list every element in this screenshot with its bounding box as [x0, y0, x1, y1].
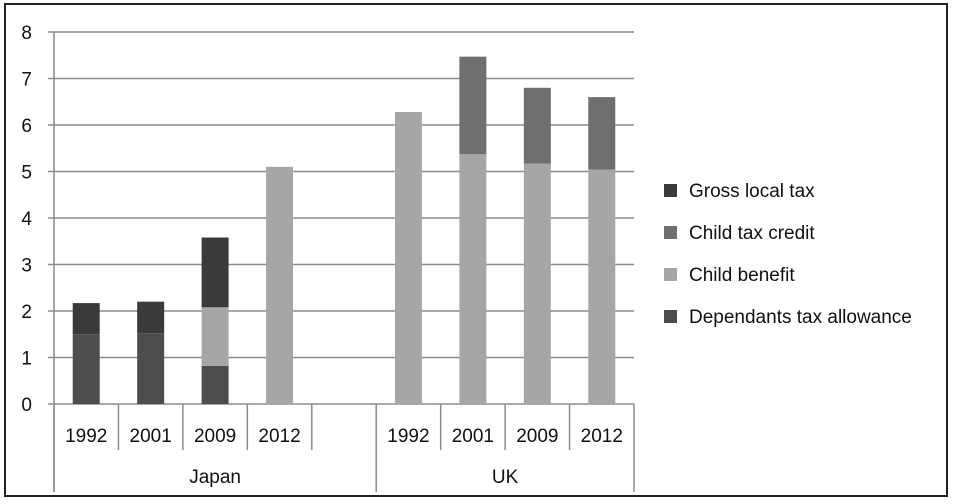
legend: Gross local tax Child tax credit Child ben…	[664, 181, 912, 328]
x-category-label: 2012	[581, 426, 623, 447]
legend-swatch	[664, 268, 677, 281]
legend-label: Child tax credit	[689, 223, 815, 244]
x-category-label: 1992	[65, 426, 107, 447]
y-tick-label: 3	[21, 256, 32, 277]
x-category-label: 2001	[452, 426, 494, 447]
legend-label: Child benefit	[689, 265, 795, 286]
x-category-label: 2009	[516, 426, 558, 447]
bar-segment-gross-local-tax	[201, 237, 229, 308]
x-category-label: 1992	[387, 426, 429, 447]
bar-segment-child-benefit	[588, 169, 616, 404]
legend-swatch	[664, 184, 677, 197]
y-tick-label: 4	[21, 209, 32, 230]
bar-segment-dependants-tax-allowance	[201, 365, 229, 404]
x-group-label: UK	[492, 467, 519, 488]
legend-swatch	[664, 226, 677, 239]
x-category-label: 2009	[194, 426, 236, 447]
bar-segment-child-tax-credit	[523, 87, 551, 164]
axes: 0 1 2 3 4 5 6 7 8 1992 2001 2009 2012 1992 2001 2009 201…	[21, 23, 635, 492]
bar-segment-child-benefit	[459, 154, 487, 404]
x-category-label: 2001	[130, 426, 172, 447]
bar-segment-gross-local-tax	[137, 301, 165, 334]
x-group-label: Japan	[189, 467, 241, 488]
bar-segment-child-benefit	[266, 166, 294, 404]
bar-segment-child-benefit	[394, 111, 422, 404]
y-tick-label: 2	[21, 302, 32, 323]
bar-segment-child-benefit	[523, 163, 551, 404]
bars	[72, 56, 616, 404]
y-tick-label: 6	[21, 116, 32, 137]
bar-segment-child-benefit	[201, 307, 229, 366]
legend-label: Dependants tax allowance	[689, 307, 912, 328]
y-tick-label: 5	[21, 163, 32, 184]
y-tick-label: 0	[21, 395, 32, 416]
bar-segment-child-tax-credit	[459, 56, 487, 155]
bar-segment-child-tax-credit	[588, 97, 616, 170]
y-tick-label: 8	[21, 23, 32, 44]
legend-swatch	[664, 310, 677, 323]
x-category-label: 2012	[258, 426, 300, 447]
bar-segment-dependants-tax-allowance	[137, 333, 165, 404]
legend-label: Gross local tax	[689, 181, 815, 202]
y-tick-label: 7	[21, 70, 32, 91]
y-tick-label: 1	[21, 349, 32, 370]
bar-segment-gross-local-tax	[72, 303, 100, 335]
bar-segment-dependants-tax-allowance	[72, 334, 100, 404]
